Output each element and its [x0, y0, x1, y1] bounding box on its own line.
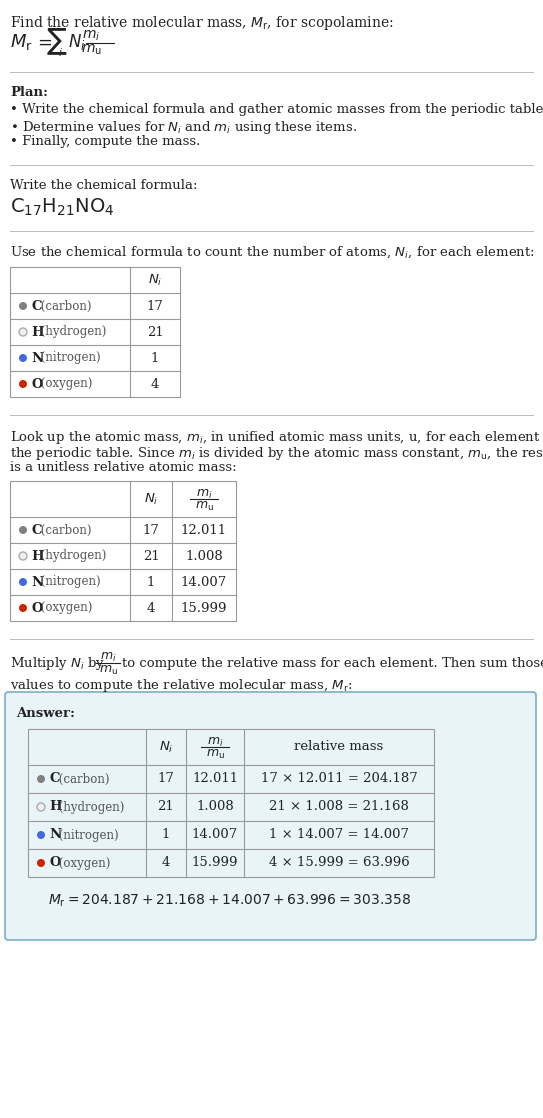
Text: Look up the atomic mass, $m_i$, in unified atomic mass units, u, for each elemen: Look up the atomic mass, $m_i$, in unifi…	[10, 429, 543, 446]
Text: O: O	[31, 601, 42, 615]
Text: (hydrogen): (hydrogen)	[37, 325, 106, 339]
Text: relative mass: relative mass	[294, 740, 383, 754]
Text: 4 × 15.999 = 63.996: 4 × 15.999 = 63.996	[269, 856, 409, 870]
Text: (carbon): (carbon)	[37, 523, 92, 537]
Text: (oxygen): (oxygen)	[55, 856, 111, 870]
Text: 12.011: 12.011	[181, 523, 227, 537]
Bar	[10, 481, 236, 620]
FancyBboxPatch shape	[5, 692, 536, 940]
Text: N: N	[31, 576, 43, 588]
Text: $m_i$: $m_i$	[207, 736, 223, 749]
Circle shape	[37, 803, 45, 811]
Text: 21: 21	[143, 550, 160, 562]
Text: O: O	[31, 378, 42, 390]
Text: C: C	[31, 523, 41, 537]
Text: (oxygen): (oxygen)	[37, 601, 92, 615]
Text: $m_\mathrm{u}$: $m_\mathrm{u}$	[194, 500, 213, 512]
Text: Find the relative molecular mass, $M_\mathrm{r}$, for scopolamine:: Find the relative molecular mass, $M_\ma…	[10, 15, 394, 32]
Text: $N_i$: $N_i$	[144, 492, 158, 506]
Text: $N_i$: $N_i$	[159, 739, 173, 755]
Text: Multiply $N_i$ by: Multiply $N_i$ by	[10, 654, 105, 672]
Text: (oxygen): (oxygen)	[37, 378, 92, 390]
Circle shape	[19, 328, 27, 337]
Text: 21 × 1.008 = 21.168: 21 × 1.008 = 21.168	[269, 800, 409, 814]
Text: O: O	[49, 856, 60, 870]
Text: 21: 21	[157, 800, 174, 814]
Text: C: C	[49, 773, 60, 786]
Text: C: C	[31, 300, 41, 313]
Text: $i$: $i$	[58, 46, 63, 58]
Text: 17: 17	[157, 773, 174, 786]
Circle shape	[19, 380, 27, 388]
Text: (carbon): (carbon)	[37, 300, 92, 313]
Circle shape	[37, 859, 45, 866]
Text: (carbon): (carbon)	[55, 773, 110, 786]
Text: Answer:: Answer:	[16, 707, 75, 720]
Text: 14.007: 14.007	[181, 576, 227, 588]
Text: $=$: $=$	[34, 34, 53, 51]
Circle shape	[37, 831, 45, 838]
Circle shape	[19, 354, 27, 362]
Text: 17: 17	[147, 300, 163, 313]
Text: N: N	[31, 351, 43, 364]
Text: H: H	[31, 550, 43, 562]
Text: (nitrogen): (nitrogen)	[55, 828, 119, 842]
Text: $\sum$: $\sum$	[46, 27, 67, 57]
Text: 1: 1	[151, 351, 159, 364]
Circle shape	[19, 578, 27, 586]
Text: Plan:: Plan:	[10, 86, 48, 100]
Text: (hydrogen): (hydrogen)	[55, 800, 124, 814]
Text: $m_\mathrm{u}$: $m_\mathrm{u}$	[206, 748, 224, 760]
Text: 1: 1	[162, 828, 170, 842]
Text: the periodic table. Since $m_i$ is divided by the atomic mass constant, $m_\math: the periodic table. Since $m_i$ is divid…	[10, 445, 543, 462]
Text: values to compute the relative molecular mass, $M_\mathrm{r}$:: values to compute the relative molecular…	[10, 678, 353, 694]
Text: 15.999: 15.999	[192, 856, 238, 870]
Text: Write the chemical formula:: Write the chemical formula:	[10, 179, 198, 192]
Text: $m_i$: $m_i$	[195, 487, 212, 501]
Bar	[10, 267, 180, 397]
Text: $M_\mathrm{r}$: $M_\mathrm{r}$	[10, 32, 33, 53]
Text: 4: 4	[162, 856, 170, 870]
Circle shape	[37, 775, 45, 783]
Text: 1 × 14.007 = 14.007: 1 × 14.007 = 14.007	[269, 828, 409, 842]
Text: • Finally, compute the mass.: • Finally, compute the mass.	[10, 135, 200, 148]
Text: H: H	[31, 325, 43, 339]
Circle shape	[19, 552, 27, 560]
Text: • Write the chemical formula and gather atomic masses from the periodic table.: • Write the chemical formula and gather …	[10, 103, 543, 116]
Text: $m_\mathrm{u}$: $m_\mathrm{u}$	[98, 663, 117, 676]
Text: 4: 4	[151, 378, 159, 390]
Text: $m_i$: $m_i$	[82, 29, 100, 44]
Circle shape	[19, 525, 27, 534]
Text: $M_\mathrm{r} = 204.187 + 21.168 + 14.007 + 63.996 = 303.358$: $M_\mathrm{r} = 204.187 + 21.168 + 14.00…	[48, 893, 411, 909]
Bar	[28, 729, 434, 877]
Text: $m_i$: $m_i$	[100, 651, 116, 664]
Text: 15.999: 15.999	[181, 601, 228, 615]
Text: $\mathrm{C}_{17}\mathrm{H}_{21}\mathrm{NO}_4$: $\mathrm{C}_{17}\mathrm{H}_{21}\mathrm{N…	[10, 197, 115, 218]
Text: 21: 21	[147, 325, 163, 339]
Text: $N_i$: $N_i$	[148, 273, 162, 287]
Text: to compute the relative mass for each element. Then sum those: to compute the relative mass for each el…	[122, 656, 543, 670]
Text: $N_i$: $N_i$	[68, 32, 86, 53]
Text: 1.008: 1.008	[185, 550, 223, 562]
Text: • Determine values for $N_i$ and $m_i$ using these items.: • Determine values for $N_i$ and $m_i$ u…	[10, 119, 357, 136]
Text: 1.008: 1.008	[196, 800, 234, 814]
Text: is a unitless relative atomic mass:: is a unitless relative atomic mass:	[10, 461, 237, 474]
Text: $m_\mathrm{u}$: $m_\mathrm{u}$	[80, 42, 102, 57]
Text: 17: 17	[143, 523, 160, 537]
Text: 4: 4	[147, 601, 155, 615]
Text: 12.011: 12.011	[192, 773, 238, 786]
Text: N: N	[49, 828, 61, 842]
Text: 1: 1	[147, 576, 155, 588]
Text: Use the chemical formula to count the number of atoms, $N_i$, for each element:: Use the chemical formula to count the nu…	[10, 245, 535, 260]
Text: 17 × 12.011 = 204.187: 17 × 12.011 = 204.187	[261, 773, 418, 786]
Circle shape	[19, 604, 27, 612]
Text: H: H	[49, 800, 61, 814]
Circle shape	[19, 302, 27, 310]
Text: (nitrogen): (nitrogen)	[37, 576, 101, 588]
Text: (nitrogen): (nitrogen)	[37, 351, 101, 364]
Text: (hydrogen): (hydrogen)	[37, 550, 106, 562]
Text: 14.007: 14.007	[192, 828, 238, 842]
